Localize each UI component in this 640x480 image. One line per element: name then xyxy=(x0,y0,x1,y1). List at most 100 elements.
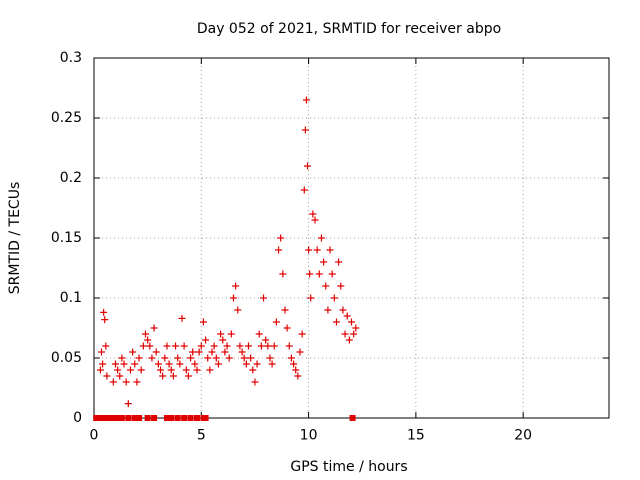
data-point xyxy=(262,336,270,344)
data-point xyxy=(124,400,132,408)
data-point xyxy=(120,360,128,368)
data-point-zero xyxy=(118,415,125,421)
data-point xyxy=(176,360,184,368)
data-point xyxy=(234,306,242,314)
data-point xyxy=(236,342,244,350)
data-point xyxy=(306,270,314,278)
data-point xyxy=(167,366,175,374)
data-point xyxy=(182,366,190,374)
data-point xyxy=(324,306,332,314)
data-point xyxy=(337,282,345,290)
data-point-zero xyxy=(202,415,209,421)
data-point xyxy=(260,294,268,302)
data-point xyxy=(148,354,156,362)
data-point xyxy=(206,366,214,374)
data-point-zero xyxy=(114,415,121,421)
data-point xyxy=(272,318,280,326)
data-point xyxy=(137,366,145,374)
data-point xyxy=(300,186,308,194)
data-point xyxy=(296,348,304,356)
data-point xyxy=(345,336,353,344)
data-point xyxy=(330,294,338,302)
data-point xyxy=(197,342,205,350)
data-point-zero xyxy=(151,415,158,421)
data-point-zero xyxy=(110,415,117,421)
data-point xyxy=(210,342,218,350)
x-tick-labels: 0 5 10 15 20 xyxy=(90,428,533,444)
x-tick-label: 5 xyxy=(197,428,206,444)
data-point xyxy=(102,342,110,350)
data-point xyxy=(302,96,310,104)
y-tick-label: 0.05 xyxy=(51,350,82,366)
data-point xyxy=(332,318,340,326)
data-point-zero xyxy=(97,415,104,421)
data-point-zero xyxy=(174,415,181,421)
data-point xyxy=(214,360,222,368)
data-point-zero xyxy=(181,415,188,421)
data-point xyxy=(221,348,229,356)
data-point xyxy=(255,330,263,338)
data-point xyxy=(165,360,173,368)
data-point xyxy=(283,324,291,332)
data-point xyxy=(103,372,111,380)
data-point xyxy=(245,342,252,350)
data-point xyxy=(279,270,287,278)
data-point xyxy=(317,234,325,242)
data-point xyxy=(304,162,312,170)
data-point xyxy=(178,314,186,322)
data-point xyxy=(199,318,207,326)
data-point xyxy=(142,330,149,338)
data-point xyxy=(208,348,216,356)
data-point xyxy=(253,360,261,368)
data-point xyxy=(251,378,259,386)
data-point xyxy=(118,354,126,362)
data-point xyxy=(144,336,152,344)
data-point xyxy=(223,342,231,350)
chart-title: Day 052 of 2021, SRMTID for receiver abp… xyxy=(197,21,501,37)
data-point xyxy=(240,354,248,362)
gridlines xyxy=(94,58,609,418)
data-point-zero xyxy=(101,415,108,421)
x-tick-label: 15 xyxy=(407,428,425,444)
data-point-zero xyxy=(163,415,170,421)
data-point xyxy=(157,366,165,374)
data-point xyxy=(339,306,347,314)
data-point xyxy=(305,246,313,254)
data-point xyxy=(114,366,122,374)
y-tick-label: 0 xyxy=(73,410,82,426)
data-point xyxy=(202,336,210,344)
data-point xyxy=(270,342,278,350)
data-point xyxy=(301,126,309,134)
data-point xyxy=(352,324,360,332)
data-point xyxy=(152,348,160,356)
data-point xyxy=(350,330,358,338)
x-axis-label: GPS time / hours xyxy=(290,459,407,475)
data-point xyxy=(187,354,195,362)
data-point xyxy=(159,372,167,380)
data-point xyxy=(109,378,117,386)
data-point xyxy=(100,308,108,316)
data-point xyxy=(309,210,317,218)
data-point xyxy=(193,366,201,374)
data-point xyxy=(139,342,147,350)
data-point xyxy=(154,360,162,368)
data-point xyxy=(249,366,257,374)
data-point xyxy=(129,348,137,356)
data-point-zero xyxy=(93,415,100,421)
y-tick-label: 0.3 xyxy=(60,50,82,66)
data-point-zero xyxy=(194,415,200,421)
data-point xyxy=(126,366,134,374)
y-tick-label: 0.15 xyxy=(51,230,82,246)
data-point xyxy=(348,318,355,326)
y-tick-label: 0.1 xyxy=(60,290,82,306)
data-point xyxy=(172,342,180,350)
data-point-zero xyxy=(349,415,356,421)
data-point xyxy=(169,372,177,380)
data-point-zero xyxy=(168,415,175,421)
data-point-zero xyxy=(144,415,151,421)
data-point xyxy=(242,360,250,368)
data-point xyxy=(161,354,169,362)
y-tick-labels: 0 0.05 0.1 0.15 0.2 0.25 0.3 xyxy=(51,50,82,426)
data-point xyxy=(307,294,315,302)
data-point xyxy=(257,342,265,350)
